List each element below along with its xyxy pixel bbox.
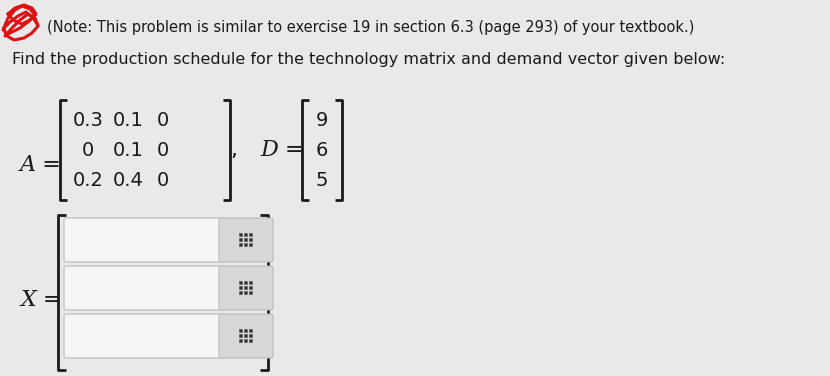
FancyBboxPatch shape: [249, 329, 252, 333]
FancyBboxPatch shape: [249, 286, 252, 290]
FancyBboxPatch shape: [249, 339, 252, 343]
FancyBboxPatch shape: [219, 314, 273, 358]
FancyBboxPatch shape: [244, 281, 247, 285]
FancyBboxPatch shape: [244, 339, 247, 343]
FancyBboxPatch shape: [64, 266, 223, 310]
FancyBboxPatch shape: [244, 329, 247, 333]
Text: 0.1: 0.1: [113, 141, 144, 159]
FancyBboxPatch shape: [249, 238, 252, 242]
FancyBboxPatch shape: [239, 281, 242, 285]
FancyBboxPatch shape: [249, 233, 252, 237]
Text: 0.2: 0.2: [72, 170, 104, 190]
FancyBboxPatch shape: [64, 218, 223, 262]
Text: 0.3: 0.3: [72, 111, 104, 129]
FancyBboxPatch shape: [244, 238, 247, 242]
FancyBboxPatch shape: [239, 286, 242, 290]
Text: 9: 9: [315, 111, 328, 129]
FancyBboxPatch shape: [239, 243, 242, 247]
FancyBboxPatch shape: [219, 218, 273, 262]
Text: 0: 0: [157, 141, 169, 159]
FancyBboxPatch shape: [239, 233, 242, 237]
FancyBboxPatch shape: [239, 238, 242, 242]
Text: 0.1: 0.1: [113, 111, 144, 129]
FancyBboxPatch shape: [244, 233, 247, 237]
Text: 0: 0: [82, 141, 94, 159]
FancyBboxPatch shape: [249, 281, 252, 285]
FancyBboxPatch shape: [244, 291, 247, 295]
FancyBboxPatch shape: [249, 243, 252, 247]
FancyBboxPatch shape: [239, 291, 242, 295]
Text: ,: ,: [230, 140, 237, 160]
FancyBboxPatch shape: [239, 339, 242, 343]
Text: 0: 0: [157, 170, 169, 190]
Text: A =: A =: [20, 154, 62, 176]
Text: 0.4: 0.4: [113, 170, 144, 190]
Text: X =: X =: [20, 289, 61, 311]
FancyBboxPatch shape: [219, 266, 273, 310]
Text: 0: 0: [157, 111, 169, 129]
FancyBboxPatch shape: [244, 334, 247, 338]
Text: (Note: This problem is similar to exercise 19 in section 6.3 (page 293) of your : (Note: This problem is similar to exerci…: [47, 20, 695, 35]
FancyBboxPatch shape: [244, 243, 247, 247]
FancyBboxPatch shape: [249, 291, 252, 295]
FancyBboxPatch shape: [239, 329, 242, 333]
FancyBboxPatch shape: [249, 334, 252, 338]
FancyBboxPatch shape: [64, 314, 223, 358]
FancyBboxPatch shape: [239, 334, 242, 338]
Text: D =: D =: [260, 139, 304, 161]
FancyBboxPatch shape: [244, 286, 247, 290]
Text: Find the production schedule for the technology matrix and demand vector given b: Find the production schedule for the tec…: [12, 52, 725, 67]
Text: 5: 5: [315, 170, 328, 190]
Text: 6: 6: [315, 141, 328, 159]
